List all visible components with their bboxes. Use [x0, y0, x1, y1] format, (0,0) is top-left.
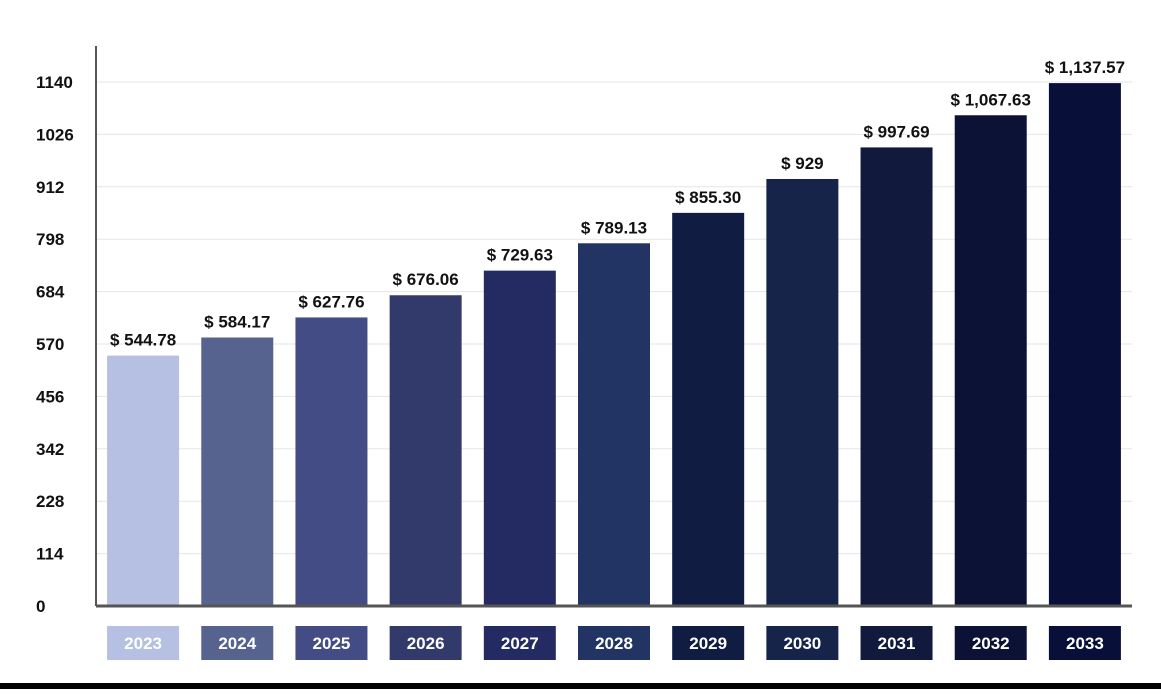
value-label-2029: $ 855.30 [675, 188, 741, 207]
y-tick-label: 684 [36, 283, 65, 302]
category-box-2026 [389, 626, 462, 660]
category-label-2023: 2023 [124, 634, 162, 653]
y-tick-label: 114 [36, 545, 64, 564]
value-labels: $ 544.78 $ 584.17 $ 627.76 $ 676.06 $ 729.63… [110, 58, 1125, 349]
category-label-2028: 2028 [595, 634, 633, 653]
category-label-2030: 2030 [783, 634, 821, 653]
category-box-2032 [954, 626, 1027, 660]
y-tick-label: 570 [36, 335, 64, 354]
category-box-2024 [201, 626, 274, 660]
category-box-2029 [672, 626, 745, 660]
bar-2024 [201, 337, 274, 606]
bottom-border [0, 683, 1161, 689]
value-label-2027: $ 729.63 [487, 246, 553, 265]
bar-2031 [860, 147, 933, 607]
bar-2029 [672, 212, 745, 606]
bars [107, 83, 1121, 607]
category-label-2027: 2027 [501, 634, 539, 653]
value-label-2032: $ 1,067.63 [951, 90, 1031, 109]
category-box-2033 [1048, 626, 1121, 660]
bar-2023 [107, 355, 180, 606]
value-label-2033: $ 1,137.57 [1045, 58, 1125, 77]
category-labels: 2023 2024 2025 2026 2027 2028 2029 2030 2031 2032… [107, 626, 1121, 660]
y-tick-label: 342 [36, 440, 64, 459]
value-label-2024: $ 584.17 [204, 312, 270, 331]
category-label-2029: 2029 [689, 634, 727, 653]
y-tick-label: 228 [36, 492, 64, 511]
y-tick-label: 0 [36, 597, 45, 616]
category-label-2025: 2025 [313, 634, 351, 653]
category-box-2028 [578, 626, 650, 660]
bar-2028 [578, 243, 650, 606]
bar-2026 [389, 295, 462, 606]
bar-2027 [483, 270, 556, 606]
value-label-2026: $ 676.06 [393, 270, 459, 289]
bar-2030 [766, 178, 839, 606]
category-box-2027 [483, 626, 556, 660]
y-axis-ticks: 0 114 228 342 456 570 684 798 912 1026 1140 [36, 73, 74, 616]
category-label-2031: 2031 [878, 634, 916, 653]
bar-2025 [295, 317, 368, 606]
category-box-2023 [107, 626, 180, 660]
category-label-2024: 2024 [218, 634, 256, 653]
y-tick-label: 912 [36, 178, 64, 197]
bar-2033 [1048, 83, 1121, 607]
category-label-2032: 2032 [972, 634, 1010, 653]
y-tick-label: 1026 [36, 125, 74, 144]
category-box-2030 [766, 626, 839, 660]
y-tick-label: 798 [36, 230, 64, 249]
bar-2032 [954, 115, 1027, 607]
value-label-2023: $ 544.78 [110, 331, 176, 350]
category-box-2025 [295, 626, 368, 660]
value-label-2028: $ 789.13 [581, 218, 647, 237]
y-tick-label: 1140 [36, 73, 73, 92]
value-label-2030: $ 929 [781, 154, 824, 173]
category-box-2031 [860, 626, 933, 660]
category-label-2033: 2033 [1066, 634, 1104, 653]
value-label-2031: $ 997.69 [863, 122, 929, 141]
category-label-2026: 2026 [407, 634, 445, 653]
value-label-2025: $ 627.76 [298, 292, 364, 311]
y-tick-label: 456 [36, 387, 64, 406]
